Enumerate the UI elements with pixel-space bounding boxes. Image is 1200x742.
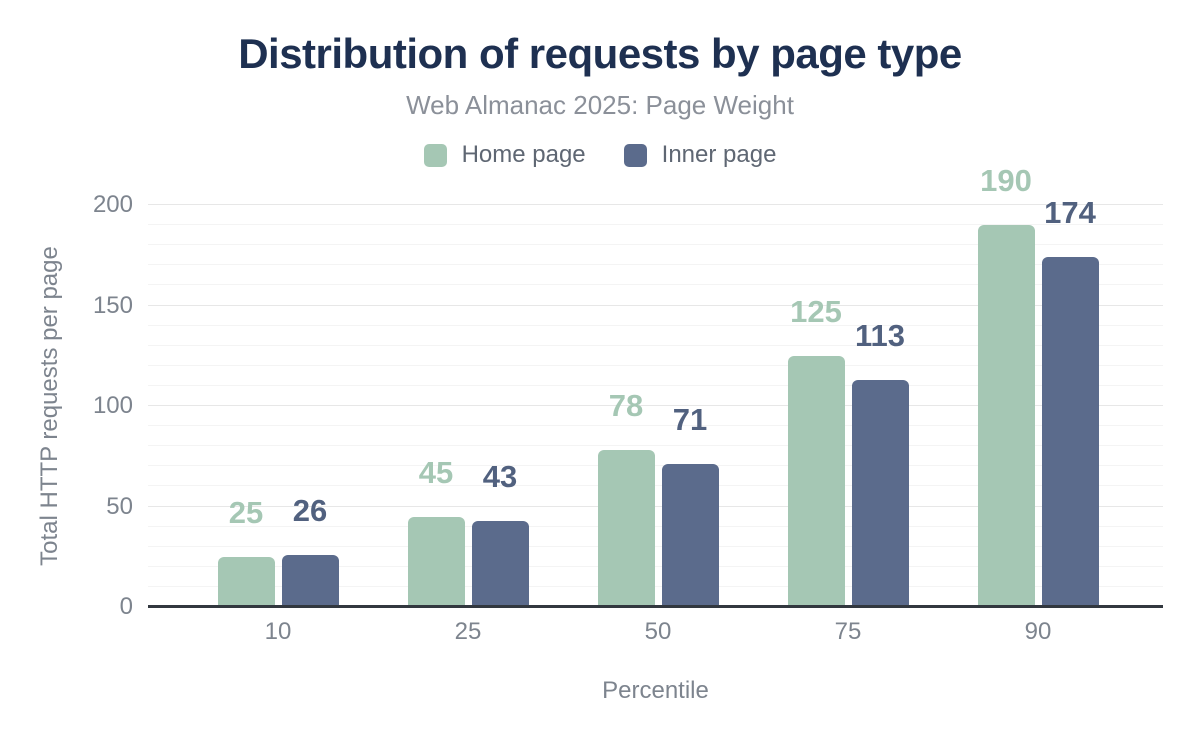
gridline-minor <box>148 264 1163 266</box>
chart-title: Distribution of requests by page type <box>238 30 962 77</box>
gridline-minor <box>148 425 1163 427</box>
gridline-minor <box>148 565 1163 567</box>
gridline-minor <box>148 445 1163 447</box>
bar-value-home-page-p75: 125 <box>790 293 842 329</box>
gridline-minor <box>148 364 1163 366</box>
gridline-major <box>148 405 1163 406</box>
bar-inner-page-p10[interactable] <box>281 554 339 607</box>
y-tick-label-150: 150 <box>92 291 133 319</box>
bar-home-page-p90[interactable] <box>977 225 1035 607</box>
bar-home-page-p10[interactable] <box>217 556 275 607</box>
x-tick-label-75: 75 <box>834 618 862 645</box>
gridline-major <box>148 304 1163 306</box>
gridline-minor <box>148 485 1163 487</box>
bar-value-inner-page-p10: 26 <box>292 492 328 528</box>
plot-area: 25 26 45 43 78 71 125 113 190 174 <box>148 164 1163 608</box>
bar-value-home-page-p25: 45 <box>418 454 454 490</box>
bar-inner-page-p50[interactable] <box>661 464 719 607</box>
legend-swatch-inner-page-icon <box>623 143 647 167</box>
x-axis-title: Percentile <box>602 677 709 704</box>
y-tick-label-100: 100 <box>92 392 133 419</box>
gridline-minor <box>148 525 1163 527</box>
chart-subtitle: Web Almanac 2025: Page Weight <box>406 90 794 120</box>
bar-inner-page-p75[interactable] <box>851 379 909 607</box>
gridline-minor <box>148 284 1163 286</box>
gridline-major <box>148 505 1163 507</box>
gridline-minor <box>148 585 1163 587</box>
bar-value-home-page-p10: 25 <box>228 494 264 530</box>
x-tick-label-90: 90 <box>1024 618 1052 645</box>
gridline-major <box>148 204 1163 205</box>
gridline-minor <box>148 244 1163 246</box>
legend-label-home-page: Home page <box>461 141 586 168</box>
x-tick-label-25: 25 <box>454 618 482 645</box>
gridline-minor <box>148 344 1163 346</box>
y-tick-label-50: 50 <box>106 492 133 520</box>
y-tick-label-0: 0 <box>119 593 133 620</box>
bar-value-inner-page-p90: 174 <box>1044 195 1096 231</box>
bar-value-home-page-p50: 78 <box>608 388 644 424</box>
x-tick-label-10: 10 <box>264 618 292 645</box>
gridline-minor <box>148 465 1163 467</box>
bar-inner-page-p90[interactable] <box>1041 257 1099 607</box>
y-tick-label-200: 200 <box>92 191 133 218</box>
x-axis-line <box>148 605 1163 608</box>
bar-home-page-p50[interactable] <box>597 450 655 607</box>
bar-value-inner-page-p75: 113 <box>854 317 905 353</box>
bar-home-page-p75[interactable] <box>787 355 845 607</box>
gridline-minor <box>148 224 1163 226</box>
gridline-minor <box>148 384 1163 386</box>
legend-item-inner-page[interactable]: Inner page <box>623 141 777 169</box>
bar-home-page-p25[interactable] <box>407 516 465 607</box>
gridline-minor <box>148 545 1163 547</box>
x-tick-label-50: 50 <box>644 618 672 645</box>
bar-inner-page-p25[interactable] <box>471 520 529 607</box>
legend-swatch-home-page-icon <box>423 143 447 167</box>
legend-item-home-page[interactable]: Home page <box>423 141 586 169</box>
gridline-minor <box>148 324 1163 326</box>
bar-value-inner-page-p50: 71 <box>672 402 708 438</box>
legend: Home page Inner page <box>0 141 1200 169</box>
legend-label-inner-page: Inner page <box>661 141 777 168</box>
bar-value-inner-page-p25: 43 <box>482 458 518 494</box>
bar-value-home-page-p90: 190 <box>980 163 1032 199</box>
